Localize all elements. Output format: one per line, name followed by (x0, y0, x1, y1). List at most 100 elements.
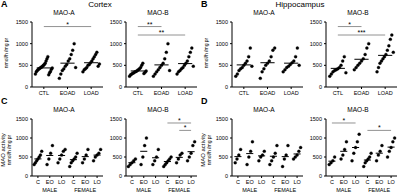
svg-text:1500: 1500 (110, 116, 122, 122)
html-text:B: B (201, 0, 208, 9)
svg-text:*: * (178, 117, 181, 124)
svg-text:CTL: CTL (39, 90, 49, 96)
svg-text:EO: EO (281, 179, 290, 185)
svg-text:LO: LO (58, 179, 66, 185)
svg-text:EO: EO (81, 179, 90, 185)
svg-text:1000: 1000 (16, 41, 28, 47)
svg-text:0: 0 (319, 84, 322, 90)
svg-text:*: * (348, 21, 351, 28)
svg-text:500: 500 (113, 154, 122, 160)
svg-text:LOAD: LOAD (84, 90, 99, 96)
svg-text:EO: EO (140, 179, 149, 185)
svg-text:1000: 1000 (216, 135, 228, 141)
svg-text:500: 500 (113, 62, 122, 68)
svg-text:CTL: CTL (333, 90, 343, 96)
svg-text:LO: LO (187, 179, 195, 185)
svg-text:1500: 1500 (216, 19, 228, 25)
svg-text:EO: EO (246, 179, 255, 185)
svg-text:0: 0 (119, 84, 122, 90)
svg-text:1000: 1000 (110, 41, 122, 47)
html-text:MAO-A: MAO-A (53, 9, 75, 16)
svg-text:1500: 1500 (16, 19, 28, 25)
svg-text:500: 500 (313, 154, 322, 160)
svg-text:nmol/h /mg pr: nmol/h /mg pr (203, 37, 209, 68)
html-text:MAO-B: MAO-B (147, 9, 169, 16)
svg-text:1000: 1000 (310, 135, 322, 141)
html-text:C: C (1, 96, 8, 106)
svg-text:EO: EO (340, 179, 349, 185)
svg-text:1500: 1500 (310, 19, 322, 25)
svg-text:0: 0 (225, 84, 228, 90)
svg-text:C: C (165, 179, 169, 185)
html-text:MAO-A: MAO-A (53, 106, 75, 113)
svg-text:CTL: CTL (133, 90, 143, 96)
svg-text:*: * (342, 117, 345, 124)
html-text:MAO-B: MAO-B (347, 9, 369, 16)
svg-text:LO: LO (352, 179, 360, 185)
svg-text:EO: EO (375, 179, 384, 185)
svg-text:500: 500 (19, 62, 28, 68)
svg-text:C: C (236, 179, 240, 185)
html-text:FEMALE: FEMALE (74, 187, 97, 193)
svg-text:LOAD: LOAD (284, 90, 299, 96)
svg-text:***: *** (357, 29, 365, 36)
svg-text:C: C (271, 179, 275, 185)
svg-text:0: 0 (25, 84, 28, 90)
svg-text:nmol/h /mg pr: nmol/h /mg pr (8, 134, 12, 165)
svg-text:**: ** (159, 29, 165, 36)
html-text:A: A (1, 0, 8, 9)
svg-text:LO: LO (258, 179, 266, 185)
svg-text:**: ** (147, 21, 153, 28)
svg-text:0: 0 (25, 173, 28, 179)
svg-text:EOAD: EOAD (60, 90, 76, 96)
svg-text:LO: LO (152, 179, 160, 185)
svg-text:C: C (130, 179, 134, 185)
svg-text:C: C (71, 179, 75, 185)
svg-text:*: * (378, 124, 381, 131)
html-text:MAO-B: MAO-B (347, 106, 369, 113)
svg-text:LO: LO (293, 179, 301, 185)
svg-text:LOAD: LOAD (178, 90, 193, 96)
svg-text:0: 0 (119, 173, 122, 179)
svg-text:*: * (184, 124, 187, 131)
svg-text:500: 500 (19, 154, 28, 160)
html-text:MAO-A: MAO-A (253, 106, 275, 113)
svg-text:1500: 1500 (16, 116, 28, 122)
html-text:FEMALE: FEMALE (168, 187, 191, 193)
svg-text:CTL: CTL (239, 90, 249, 96)
html-text:Cortex: Cortex (88, 0, 112, 9)
svg-text:LO: LO (93, 179, 101, 185)
svg-text:nmol/h /mg pr: nmol/h /mg pr (8, 37, 9, 68)
svg-text:500: 500 (219, 62, 228, 68)
html-text:D: D (201, 96, 208, 106)
svg-text:1000: 1000 (216, 41, 228, 47)
svg-text:*: * (66, 21, 69, 28)
svg-text:500: 500 (313, 62, 322, 68)
html-text:MAO-B: MAO-B (147, 106, 169, 113)
html-text:MALE: MALE (136, 187, 152, 193)
svg-text:500: 500 (219, 154, 228, 160)
svg-text:1500: 1500 (216, 116, 228, 122)
svg-text:1500: 1500 (110, 19, 122, 25)
svg-text:0: 0 (225, 173, 228, 179)
svg-text:C: C (330, 179, 334, 185)
html-text:MAO-A: MAO-A (253, 9, 275, 16)
svg-text:EOAD: EOAD (354, 90, 370, 96)
svg-text:EO: EO (175, 179, 184, 185)
svg-text:0: 0 (319, 173, 322, 179)
svg-text:MAO activity: MAO activity (200, 133, 206, 167)
svg-text:1500: 1500 (310, 116, 322, 122)
svg-text:1000: 1000 (110, 135, 122, 141)
svg-text:LOAD: LOAD (378, 90, 392, 96)
svg-text:EO: EO (46, 179, 55, 185)
html-text:Hippocampus: Hippocampus (275, 0, 325, 9)
svg-text:LO: LO (387, 179, 392, 185)
svg-text:1000: 1000 (16, 135, 28, 141)
svg-text:C: C (36, 179, 40, 185)
svg-text:EOAD: EOAD (260, 90, 276, 96)
svg-text:C: C (365, 179, 369, 185)
html-text:MALE: MALE (42, 187, 58, 193)
svg-text:nmol/h /mg pr: nmol/h /mg pr (206, 134, 212, 165)
svg-text:1000: 1000 (310, 41, 322, 47)
svg-text:EOAD: EOAD (154, 90, 170, 96)
